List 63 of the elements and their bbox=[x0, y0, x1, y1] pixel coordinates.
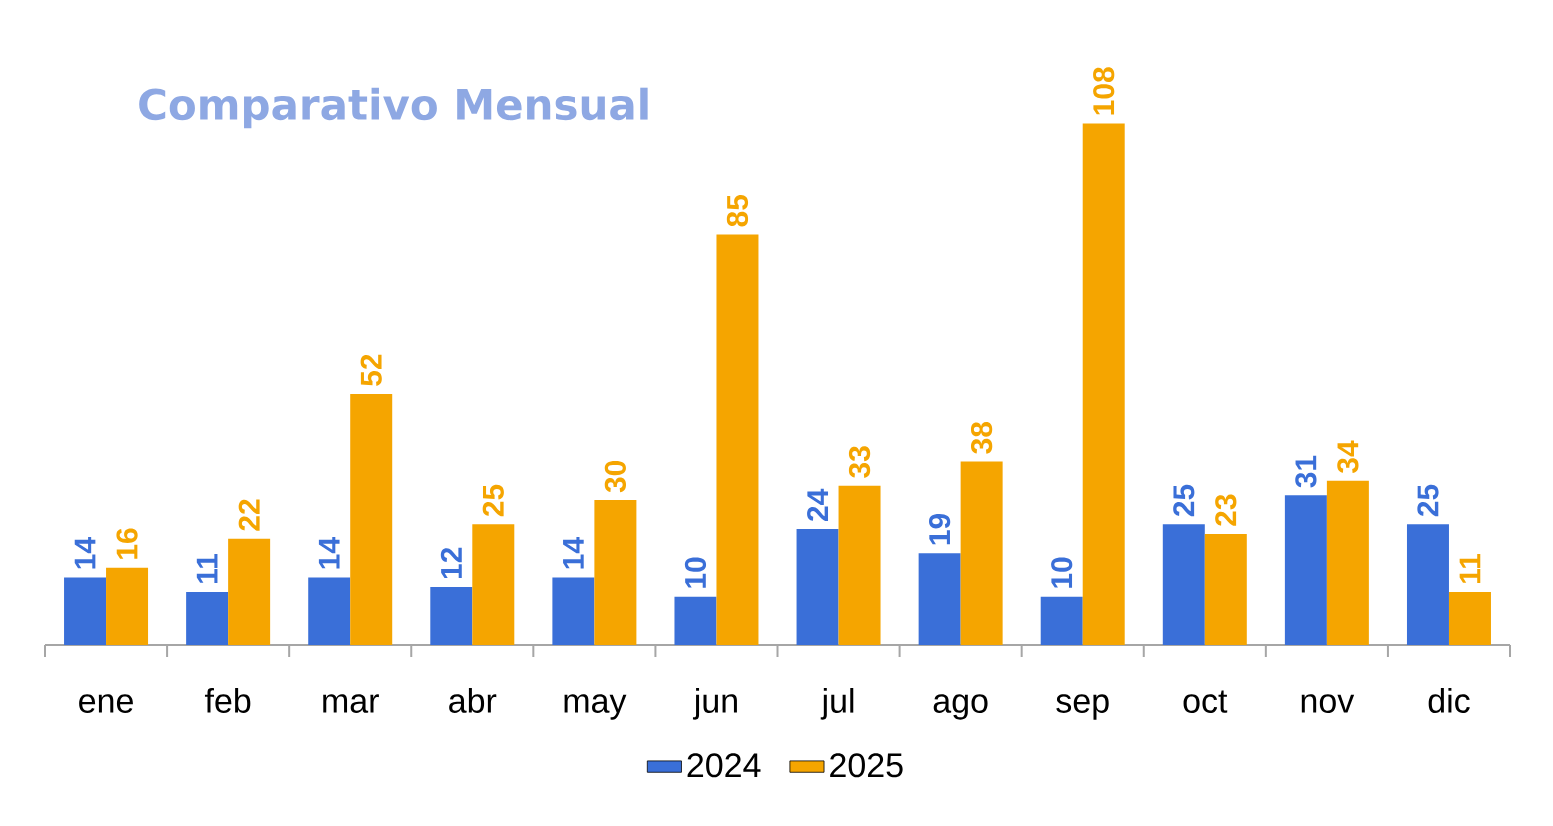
data-label: 12 bbox=[440, 547, 462, 579]
data-label: 85 bbox=[726, 194, 749, 227]
bar bbox=[552, 577, 595, 645]
x-tick-label: jun bbox=[692, 687, 737, 720]
data-label: 31 bbox=[1295, 455, 1317, 488]
bar bbox=[1162, 524, 1205, 645]
bar bbox=[308, 577, 351, 645]
bar bbox=[1204, 533, 1247, 645]
bar bbox=[186, 591, 229, 645]
data-label: 19 bbox=[929, 513, 951, 545]
x-tick-label: mar bbox=[323, 694, 379, 713]
x-tick-label: sep bbox=[1056, 694, 1109, 720]
bar bbox=[918, 553, 961, 645]
bar bbox=[472, 524, 515, 645]
bar bbox=[350, 393, 393, 645]
bar bbox=[1406, 524, 1449, 645]
data-label: 25 bbox=[482, 484, 504, 517]
bar bbox=[1082, 123, 1125, 645]
data-label: 14 bbox=[563, 537, 584, 569]
data-label: 10 bbox=[1051, 557, 1073, 588]
bar bbox=[228, 538, 271, 645]
x-tick-label: abr bbox=[449, 687, 497, 713]
bar bbox=[1448, 591, 1491, 645]
data-label: 16 bbox=[116, 528, 138, 559]
bar bbox=[106, 567, 149, 645]
bar bbox=[1284, 495, 1327, 645]
bar bbox=[1326, 480, 1369, 645]
bar bbox=[838, 485, 881, 645]
data-label: 25 bbox=[1417, 484, 1439, 517]
data-label: 25 bbox=[1173, 484, 1195, 517]
bar bbox=[716, 234, 759, 645]
x-tick-label: ago bbox=[933, 694, 988, 720]
data-label: 38 bbox=[970, 422, 993, 454]
data-label: 11 bbox=[196, 553, 218, 583]
data-label: 30 bbox=[604, 460, 627, 493]
data-label: 24 bbox=[807, 488, 829, 521]
chart-title: Comparativo Mensual bbox=[139, 87, 648, 129]
bar bbox=[960, 461, 1003, 645]
x-tick-label: may bbox=[564, 694, 627, 720]
legend-label: 2024 bbox=[687, 753, 761, 778]
data-label: 11 bbox=[1459, 553, 1481, 583]
bar bbox=[1040, 596, 1083, 645]
data-label: 14 bbox=[318, 537, 340, 569]
bar bbox=[594, 500, 637, 645]
data-label: 22 bbox=[238, 499, 260, 531]
data-label: 14 bbox=[74, 537, 96, 569]
x-tick-label: ene bbox=[79, 694, 133, 713]
x-tick-label: jul bbox=[820, 687, 854, 720]
data-label: 34 bbox=[1337, 440, 1359, 474]
bar bbox=[430, 587, 473, 645]
data-label: 108 bbox=[1093, 67, 1115, 115]
x-tick-label: oct bbox=[1183, 690, 1228, 713]
x-tick-label: nov bbox=[1301, 694, 1355, 713]
legend-label: 2025 bbox=[830, 753, 903, 778]
data-label: 10 bbox=[684, 557, 707, 588]
x-tick-label: dic bbox=[1428, 687, 1470, 713]
data-label: 52 bbox=[360, 354, 382, 386]
data-label: 23 bbox=[1215, 494, 1237, 526]
bar bbox=[796, 529, 839, 645]
bar bbox=[64, 577, 107, 645]
data-label: 33 bbox=[848, 446, 871, 478]
bar bbox=[674, 596, 717, 645]
x-tick-label: feb bbox=[204, 687, 251, 713]
